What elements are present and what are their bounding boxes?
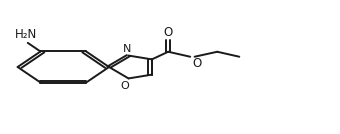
Text: H₂N: H₂N [15, 28, 37, 41]
Text: N: N [123, 44, 131, 54]
Text: O: O [120, 81, 129, 91]
Text: O: O [192, 57, 201, 70]
Text: O: O [164, 26, 173, 39]
